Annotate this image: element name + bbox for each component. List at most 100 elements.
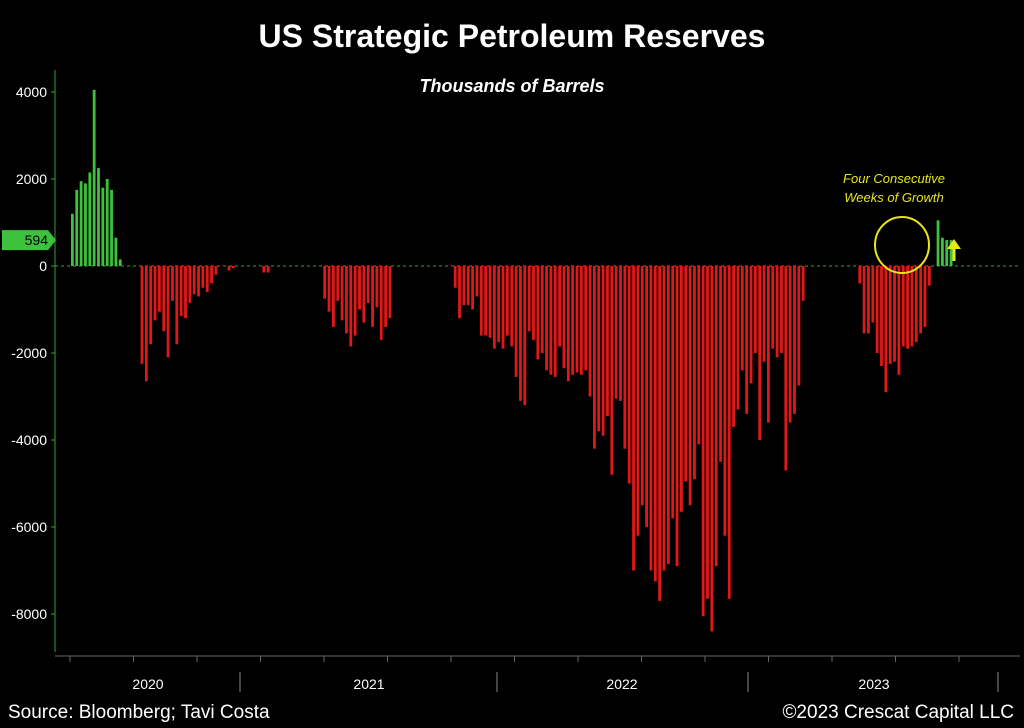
bar	[114, 237, 118, 266]
bar	[945, 239, 949, 266]
source-text: Source: Bloomberg; Tavi Costa	[8, 702, 270, 723]
bar	[479, 266, 483, 336]
bar	[697, 266, 701, 445]
x-year-label: 2022	[606, 676, 637, 692]
bar	[475, 266, 479, 297]
bar	[171, 266, 174, 301]
bar	[749, 266, 753, 384]
bar	[118, 259, 122, 266]
bar	[340, 266, 344, 321]
bar	[166, 266, 170, 358]
bar	[740, 266, 744, 371]
bar	[571, 266, 575, 375]
bar	[784, 266, 788, 471]
bar	[593, 266, 596, 449]
bar	[366, 266, 370, 303]
bar	[553, 266, 557, 377]
bar	[780, 266, 783, 353]
bar	[353, 266, 357, 336]
bar	[349, 266, 353, 347]
bar	[262, 266, 266, 273]
bar	[606, 266, 609, 417]
y-tick-label: -6000	[11, 519, 47, 535]
bar	[575, 266, 579, 373]
bar	[336, 266, 340, 301]
bar	[871, 266, 875, 323]
bar	[797, 266, 801, 386]
bar	[266, 266, 270, 273]
bar	[227, 266, 231, 271]
bar	[619, 266, 622, 401]
bar	[875, 266, 879, 353]
bar	[858, 266, 862, 284]
bar	[523, 266, 527, 406]
bar	[327, 266, 331, 312]
bar	[97, 168, 100, 266]
bar	[532, 266, 535, 340]
bar	[897, 266, 901, 375]
bar	[788, 266, 792, 423]
bar	[927, 266, 931, 286]
bar	[723, 266, 727, 536]
bar	[492, 266, 496, 349]
bar	[162, 266, 166, 332]
bar	[775, 266, 779, 358]
bar	[471, 266, 474, 310]
bar	[488, 266, 492, 338]
bar	[536, 266, 540, 360]
bar	[649, 266, 653, 571]
bar	[566, 266, 570, 382]
bar	[205, 266, 209, 293]
bar	[675, 266, 679, 567]
bar	[736, 266, 740, 410]
bar	[597, 266, 601, 432]
bar	[179, 266, 183, 317]
bar	[140, 266, 144, 364]
bar	[893, 266, 896, 362]
bar	[462, 266, 466, 306]
bar	[88, 172, 92, 266]
bar	[684, 266, 688, 482]
bar	[588, 266, 592, 397]
bar	[610, 266, 614, 475]
last-value-marker	[2, 230, 56, 251]
bar	[375, 266, 379, 308]
y-tick-label: -8000	[11, 606, 47, 622]
bar	[936, 220, 940, 266]
bar	[188, 266, 192, 303]
bar	[714, 266, 718, 567]
bar	[562, 266, 566, 369]
bar	[901, 266, 905, 347]
bar	[758, 266, 762, 440]
bar	[601, 266, 605, 436]
bar	[558, 266, 561, 347]
bar	[801, 266, 805, 301]
bar	[210, 266, 213, 284]
bar	[762, 266, 766, 362]
bar	[623, 266, 627, 449]
chart-subtitle: Thousands of Barrels	[419, 76, 605, 96]
bar	[510, 266, 514, 347]
bar	[732, 266, 735, 427]
bar	[153, 266, 157, 321]
bar	[719, 266, 722, 462]
bar	[231, 266, 235, 269]
y-tick-label: 2000	[16, 171, 47, 187]
bar	[906, 266, 909, 349]
bar	[949, 240, 953, 266]
bar	[579, 266, 583, 375]
x-year-label: 2021	[353, 676, 384, 692]
bar	[680, 266, 683, 512]
bar	[71, 213, 74, 266]
bar	[79, 181, 83, 266]
bar	[332, 266, 335, 327]
bar	[914, 266, 918, 343]
copyright-text: ©2023 Crescat Capital LLC	[782, 702, 1014, 723]
bar	[627, 266, 631, 484]
bar	[545, 266, 548, 371]
bar	[214, 266, 218, 275]
bar	[614, 266, 618, 399]
bar	[640, 266, 644, 506]
bar	[105, 179, 109, 266]
bar	[919, 266, 923, 334]
